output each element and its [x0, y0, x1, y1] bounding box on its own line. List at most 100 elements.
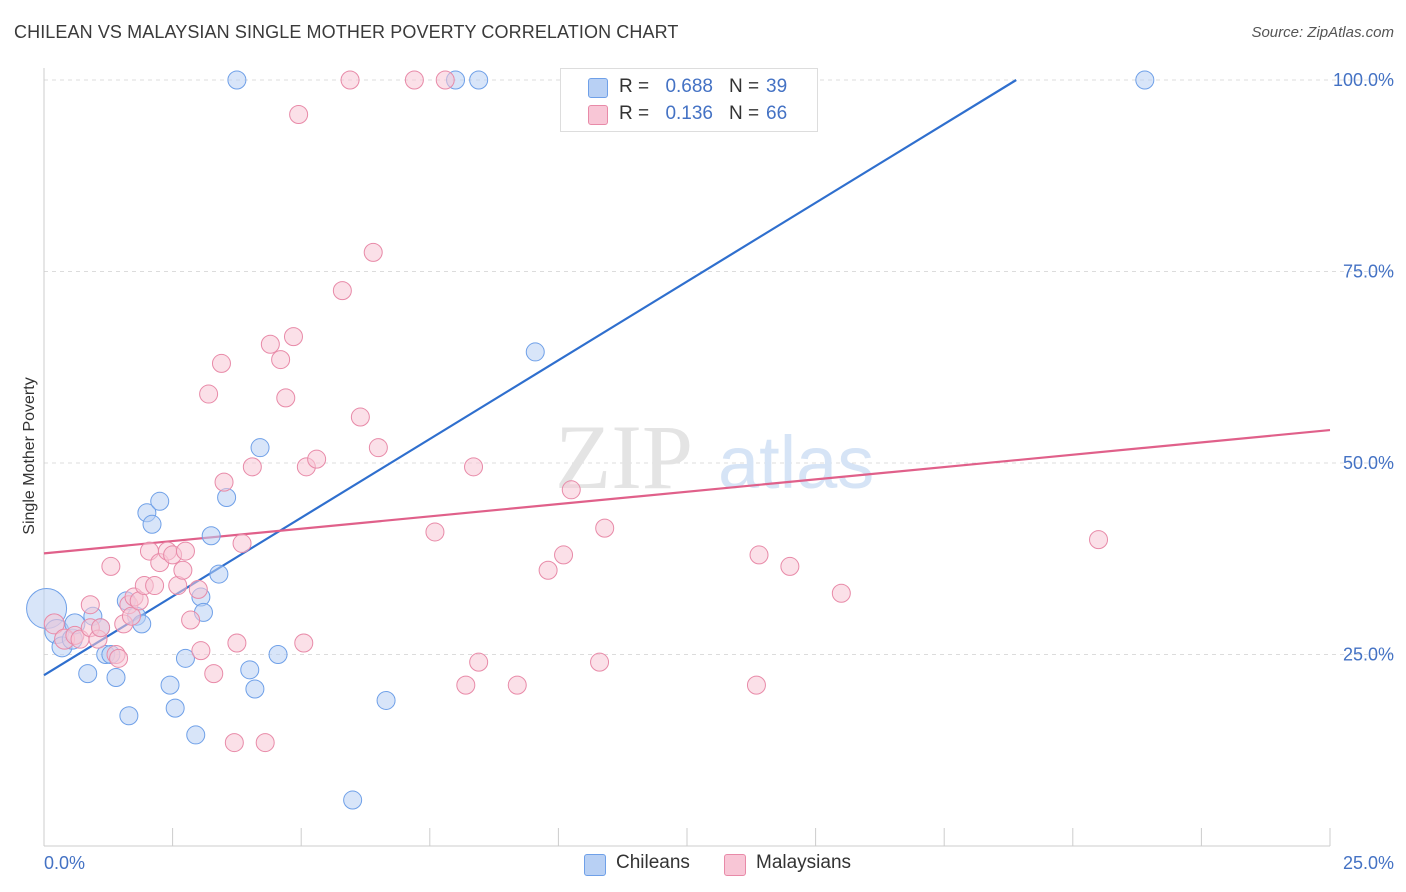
y-tick-label: 75.0%	[1343, 262, 1394, 282]
data-point	[595, 518, 615, 538]
data-point	[368, 438, 388, 458]
data-point	[307, 449, 327, 469]
data-point	[1089, 530, 1109, 550]
n-label: N =	[729, 76, 760, 97]
data-point	[255, 733, 275, 753]
data-point	[561, 480, 581, 500]
legend-row-chileans: R = 0.688 N = 39	[561, 73, 817, 101]
r-label: R =	[619, 103, 650, 124]
data-point	[191, 641, 211, 661]
data-point	[271, 350, 291, 370]
legend-row-malaysians: R = 0.136 N = 66	[561, 100, 817, 128]
y-axis-label: Single Mother Poverty	[21, 377, 38, 534]
data-point	[289, 104, 309, 124]
data-point	[160, 675, 180, 695]
gridlines	[44, 79, 1395, 655]
data-point	[507, 675, 527, 695]
data-point	[245, 679, 265, 699]
data-point	[831, 583, 851, 603]
data-point	[538, 560, 558, 580]
x-tick-label: 25.0%	[1343, 853, 1394, 873]
data-point	[199, 384, 219, 404]
x-tick-label: 0.0%	[44, 853, 85, 873]
data-point	[376, 690, 396, 710]
data-point	[780, 556, 800, 576]
legend-swatch-malaysians	[724, 854, 746, 876]
data-point	[469, 70, 489, 90]
data-point	[211, 353, 231, 373]
data-point	[142, 514, 162, 534]
data-point	[78, 664, 98, 684]
trend-line-malaysians	[43, 428, 1331, 555]
data-point	[43, 613, 65, 635]
axes	[43, 68, 1331, 847]
r-label: R =	[619, 76, 650, 97]
stats-legend: R = 0.688 N = 39 R = 0.136 N = 66	[560, 68, 818, 132]
n-label: N =	[729, 103, 760, 124]
data-point	[175, 648, 195, 668]
data-point	[181, 610, 201, 630]
data-point	[119, 706, 139, 726]
data-point	[201, 526, 221, 546]
data-point	[101, 556, 121, 576]
data-point	[150, 491, 170, 511]
watermark-atlas: atlas	[718, 421, 874, 504]
data-point	[276, 388, 296, 408]
data-point	[165, 698, 185, 718]
data-point	[173, 560, 193, 580]
data-point	[332, 281, 352, 301]
data-point	[209, 564, 229, 584]
data-point	[590, 652, 610, 672]
data-point	[1135, 70, 1155, 90]
data-point	[227, 633, 247, 653]
data-point	[456, 675, 476, 695]
y-tick-label: 50.0%	[1343, 453, 1394, 473]
watermark: ZIP atlas	[555, 406, 874, 508]
data-point	[340, 70, 360, 90]
trend-line-chileans	[43, 79, 1017, 677]
data-point	[350, 407, 370, 427]
data-point	[469, 652, 489, 672]
legend-swatch-chileans	[588, 78, 608, 98]
data-point	[188, 579, 208, 599]
data-point	[435, 70, 455, 90]
data-point	[425, 522, 445, 542]
data-point	[554, 545, 574, 565]
data-point	[404, 70, 424, 90]
data-point	[224, 733, 244, 753]
data-point	[749, 545, 769, 565]
data-point	[214, 472, 234, 492]
series-malaysians	[43, 70, 1109, 753]
data-point	[525, 342, 545, 362]
data-point	[232, 533, 252, 553]
data-point	[227, 70, 247, 90]
r-value: 0.136	[665, 103, 713, 124]
data-point	[294, 633, 314, 653]
data-point	[343, 790, 363, 810]
data-point	[746, 675, 766, 695]
n-value: 39	[766, 76, 788, 97]
data-point	[145, 576, 165, 596]
legend-label-chileans: Chileans	[616, 852, 690, 873]
data-point	[175, 541, 195, 561]
data-point	[250, 438, 270, 458]
legend-swatch-chileans	[584, 854, 606, 876]
r-value: 0.688	[665, 76, 713, 97]
trend-lines	[43, 79, 1331, 677]
data-point	[260, 334, 280, 354]
y-tick-label: 25.0%	[1343, 645, 1394, 665]
data-point	[80, 595, 100, 615]
data-point	[283, 327, 303, 347]
data-point	[204, 664, 224, 684]
legend-swatch-malaysians	[588, 105, 608, 125]
data-point	[186, 725, 206, 745]
data-point	[106, 667, 126, 687]
data-point	[268, 645, 288, 664]
tick-labels: 25.0% 50.0% 75.0% 100.0% 0.0% 25.0%	[44, 70, 1394, 873]
data-point	[121, 606, 141, 626]
data-point	[240, 660, 260, 680]
n-value: 66	[766, 103, 788, 124]
data-point	[242, 457, 262, 477]
data-point	[464, 457, 484, 477]
